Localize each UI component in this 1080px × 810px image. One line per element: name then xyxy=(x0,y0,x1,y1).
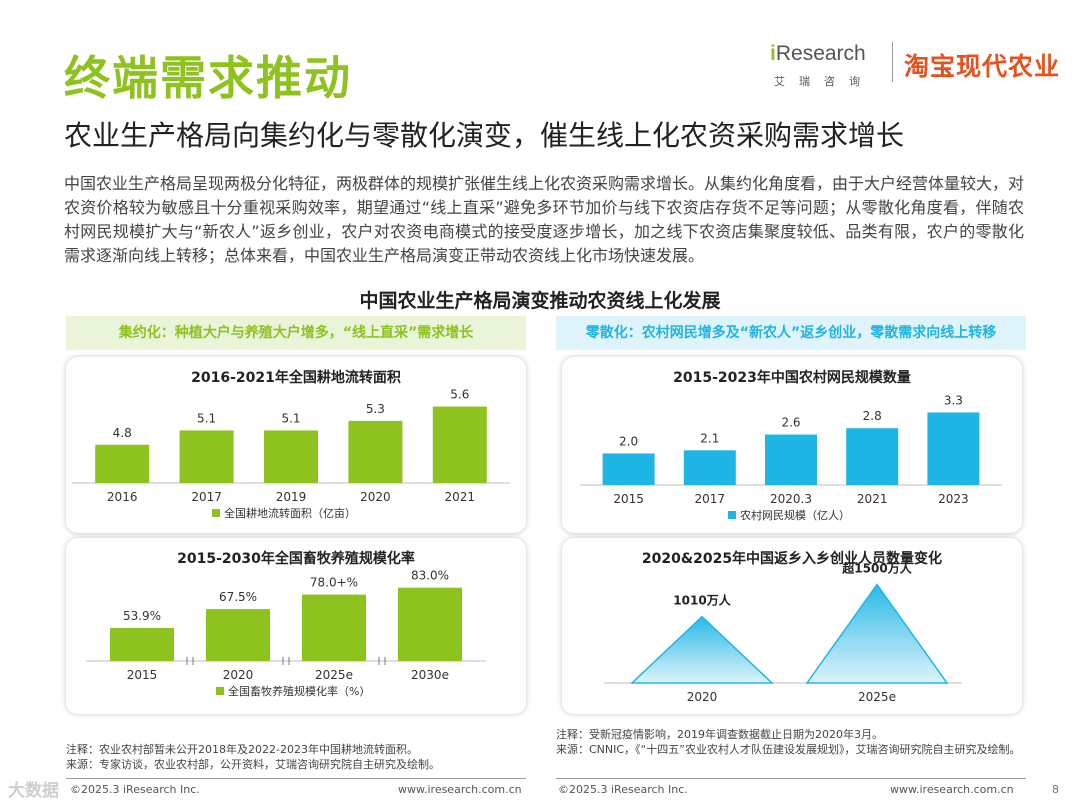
data-label-2030e: 83.0% xyxy=(411,569,449,583)
tick-label-2030e: 2030e xyxy=(411,668,449,682)
bar-2020.3 xyxy=(765,434,817,485)
logo-name: Research xyxy=(775,42,866,65)
logo-prefix: i xyxy=(770,42,776,65)
chart-title-entrepreneurs: 2020&2025年中国返乡入乡创业人员数量变化 xyxy=(641,551,943,567)
tick-label-2015: 2015 xyxy=(127,668,158,682)
left-note-source: 来源：专家访谈，农业农村部，公开资料，艾瑞咨询研究院自主研究及绘制。 xyxy=(66,758,440,771)
bar-2030e xyxy=(398,587,462,661)
tick-label-2017: 2017 xyxy=(191,490,222,504)
footer-url-right[interactable]: www.iresearch.com.cn xyxy=(890,783,1014,796)
tick-label-2019: 2019 xyxy=(276,490,307,504)
bar-2015 xyxy=(110,627,174,661)
chart-panel-netizens: 2015-2023年中国农村网民规模数量 2.0 2015 2.1 2017 2.6 20… xyxy=(562,357,1022,533)
chart-legend: 全国畜牧养殖规模化率（%） xyxy=(216,684,370,698)
page-subtitle: 农业生产格局向集约化与零散化演变，催生线上化农资采购需求增长 xyxy=(64,119,905,152)
livestock-bar-chart: 53.9% 2015 67.5% 2020 78.0+% 2025e 83.0% 2030e 全… xyxy=(86,569,486,698)
data-label-2023: 3.3 xyxy=(944,393,963,407)
chart-panel-entrepreneurs: 2020&2025年中国返乡入乡创业人员数量变化 1010万人 2020 超1500… xyxy=(562,538,1022,714)
chart-title-netizens: 2015-2023年中国农村网民规模数量 xyxy=(673,370,911,386)
data-label-2017: 5.1 xyxy=(197,411,216,425)
legend-swatch xyxy=(216,687,224,695)
entrepreneurs-area-chart: 1010万人 2020 超1500万人 2025e xyxy=(604,561,962,704)
tick-label-2025e: 2025e xyxy=(858,690,896,704)
tick-label-2020: 2020 xyxy=(223,668,254,682)
bar-2016 xyxy=(95,444,150,483)
tick-label-2021: 2021 xyxy=(445,490,476,504)
taobao-agri-logo: 淘宝现代农业 xyxy=(904,52,1061,81)
area-peak-2020 xyxy=(630,615,774,684)
data-label-2021: 5.6 xyxy=(450,388,469,402)
footer-copyright-left: ©2025.3 iResearch Inc. xyxy=(70,783,200,796)
right-note-source: 来源：CNNIC，《“十四五”农业农村人才队伍建设发展规划》，艾瑞咨询研究院自主… xyxy=(556,743,1021,756)
area-peak-2025e xyxy=(805,583,949,684)
chart-legend: 农村网民规模（亿人） xyxy=(728,508,850,522)
iresearch-logo: iResearch 艾瑞咨询 xyxy=(770,42,882,92)
tick-label-2021: 2021 xyxy=(857,492,888,506)
data-label-2015: 53.9% xyxy=(123,609,161,623)
tick-label-2020: 2020 xyxy=(687,690,718,704)
left-note-annotation: 注释：农业农村部暂未公开2018年及2022-2023年中国耕地流转面积。 xyxy=(66,743,418,756)
page-title: 终端需求推动 xyxy=(64,51,352,105)
tick-label-2025e: 2025e xyxy=(315,668,353,682)
bar-2023 xyxy=(927,412,980,485)
right-note-annotation: 注释：受新冠疫情影响，2019年调查数据截止日期为2020年3月。 xyxy=(556,728,883,741)
data-label-2016: 4.8 xyxy=(113,426,132,440)
footer-copyright-right: ©2025.3 iResearch Inc. xyxy=(558,783,688,796)
chart-panel-livestock: 2015-2030年全国畜牧养殖规模化率 53.9% 2015 67.5% 2020 7… xyxy=(66,538,526,714)
footer-url-left[interactable]: www.iresearch.com.cn xyxy=(398,783,522,796)
banner-intensification: 集约化：种植大户与养殖大户增多，“线上直采”需求增长 xyxy=(66,316,526,350)
tick-label-2020: 2020 xyxy=(360,490,391,504)
bar-2020 xyxy=(206,609,270,661)
data-label-2021: 2.8 xyxy=(863,409,882,423)
logo-cn: 艾瑞咨询 xyxy=(774,75,874,88)
chart-panel-farmland: 2016-2021年全国耕地流转面积 4.8 2016 5.1 2017 5.1 2019… xyxy=(66,357,526,533)
description-paragraph: 中国农业生产格局呈现两极分化特征，两极群体的规模扩张催生线上化农资采购需求增长。… xyxy=(64,174,1025,265)
tick-label-2015: 2015 xyxy=(613,492,644,506)
data-label-2025e: 78.0+% xyxy=(310,576,358,590)
legend-swatch xyxy=(728,511,736,519)
data-label-2020: 5.3 xyxy=(366,402,385,416)
data-label-2015: 2.0 xyxy=(619,434,638,448)
watermark: 大数据 xyxy=(8,781,59,801)
chart-legend: 全国耕地流转面积（亿亩） xyxy=(212,506,356,520)
bar-2020 xyxy=(348,420,403,483)
netizens-bar-chart: 2.0 2015 2.1 2017 2.6 2020.3 2.8 2021 3.3 2023 农村网… xyxy=(580,393,1002,522)
legend-label: 农村网民规模（亿人） xyxy=(740,508,850,522)
legend-label: 全国畜牧养殖规模化率（%） xyxy=(228,684,370,698)
bar-2021 xyxy=(432,406,487,483)
data-label-2019: 5.1 xyxy=(281,411,300,425)
main-chart-title: 中国农业生产格局演变推动农资线上化发展 xyxy=(359,290,721,312)
data-label-2025e: 超1500万人 xyxy=(841,561,912,576)
tick-label-2020.3: 2020.3 xyxy=(770,492,812,506)
bar-2025e xyxy=(302,594,366,661)
legend-swatch xyxy=(212,509,220,517)
legend-label: 全国耕地流转面积（亿亩） xyxy=(224,506,356,520)
footer-divider-left xyxy=(66,778,526,779)
bar-2015 xyxy=(602,453,655,485)
data-label-2020: 1010万人 xyxy=(673,593,731,608)
logo-divider xyxy=(892,42,893,82)
chart-title-farmland: 2016-2021年全国耕地流转面积 xyxy=(191,370,401,386)
bar-2017 xyxy=(179,430,234,483)
data-label-2020.3: 2.6 xyxy=(781,416,800,430)
data-label-2017: 2.1 xyxy=(700,431,719,445)
page-number: 8 xyxy=(1052,783,1059,796)
bar-2021 xyxy=(846,428,899,485)
tick-label-2023: 2023 xyxy=(938,492,969,506)
bar-2017 xyxy=(683,450,736,485)
chart-title-livestock: 2015-2030年全国畜牧养殖规模化率 xyxy=(177,551,415,567)
footer-divider-right xyxy=(556,778,1026,779)
tick-label-2016: 2016 xyxy=(107,490,138,504)
banner-fragmentation: 零散化：农村网民增多及“新农人”返乡创业，零散需求向线上转移 xyxy=(556,316,1026,350)
data-label-2020: 67.5% xyxy=(219,590,257,604)
tick-label-2017: 2017 xyxy=(695,492,726,506)
farmland-bar-chart: 4.8 2016 5.1 2017 5.1 2019 5.3 2020 5.6 2021 全国耕地流… xyxy=(72,388,510,520)
bar-2019 xyxy=(264,430,318,483)
